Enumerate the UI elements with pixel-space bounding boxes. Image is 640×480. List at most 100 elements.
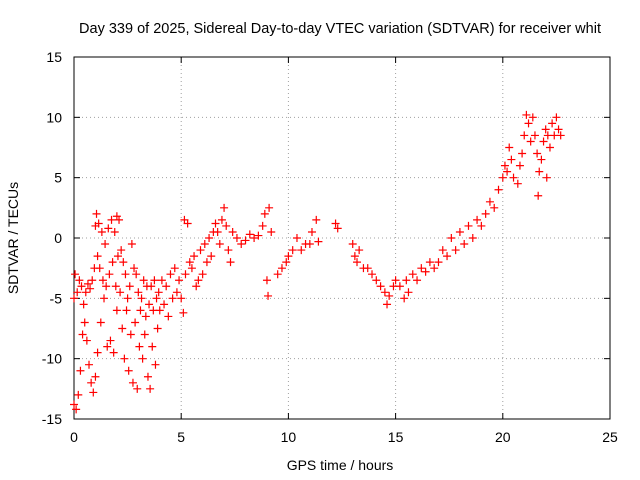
data-point <box>535 167 544 176</box>
data-point <box>133 384 142 393</box>
data-point <box>110 227 119 236</box>
data-point <box>83 279 92 288</box>
data-point <box>154 288 163 297</box>
data-point <box>307 227 316 236</box>
data-point <box>166 270 175 279</box>
data-point <box>120 354 129 363</box>
data-point <box>117 246 126 255</box>
data-point <box>273 270 282 279</box>
data-point <box>155 306 164 315</box>
data-point <box>417 264 426 273</box>
data-point <box>128 378 137 387</box>
data-point <box>108 258 117 267</box>
data-point <box>152 294 161 303</box>
data-point <box>481 209 490 218</box>
data-point <box>177 294 186 303</box>
data-point <box>132 270 141 279</box>
data-point <box>101 240 110 249</box>
data-point <box>355 246 364 255</box>
data-point <box>115 215 124 224</box>
data-point <box>215 240 224 249</box>
data-point <box>111 282 120 291</box>
data-point <box>537 155 546 164</box>
data-point <box>153 324 162 333</box>
data-point <box>134 288 143 297</box>
data-point <box>200 240 209 249</box>
x-tick-label: 25 <box>602 429 618 445</box>
data-point <box>96 318 105 327</box>
data-point <box>264 291 273 300</box>
data-point <box>146 384 155 393</box>
data-point <box>526 137 535 146</box>
data-point <box>254 231 263 240</box>
data-point <box>97 227 106 236</box>
data-point <box>455 227 464 236</box>
x-tick-label: 0 <box>70 429 78 445</box>
data-point <box>185 258 194 267</box>
y-tick-label: 15 <box>46 49 62 65</box>
data-point <box>528 113 537 122</box>
data-point <box>400 294 409 303</box>
y-tick-label: 0 <box>54 230 62 246</box>
data-point <box>104 224 113 233</box>
data-point <box>162 282 171 291</box>
data-point <box>363 264 372 273</box>
data-point <box>534 191 543 200</box>
y-tick-label: 10 <box>46 109 62 125</box>
data-point <box>530 131 539 140</box>
data-point <box>434 258 443 267</box>
data-point <box>172 288 181 297</box>
data-point <box>548 119 557 128</box>
data-points <box>70 110 565 414</box>
x-tick-label: 10 <box>281 429 297 445</box>
data-point <box>515 161 524 170</box>
data-point <box>380 288 389 297</box>
data-point <box>425 258 434 267</box>
data-point <box>192 282 201 291</box>
data-point <box>288 246 297 255</box>
data-point <box>413 276 422 285</box>
data-point <box>95 264 104 273</box>
data-point <box>150 276 159 285</box>
data-point <box>408 270 417 279</box>
data-point <box>545 143 554 152</box>
y-tick-label: -15 <box>42 411 62 427</box>
data-point <box>88 276 97 285</box>
data-point <box>92 209 101 218</box>
data-point <box>87 378 96 387</box>
data-point <box>383 300 392 309</box>
data-point <box>75 276 84 285</box>
data-point <box>402 276 411 285</box>
data-point <box>141 312 150 321</box>
data-point <box>78 330 87 339</box>
chart-title: Day 339 of 2025, Sidereal Day-to-day VTE… <box>79 21 601 37</box>
data-point <box>447 234 456 242</box>
data-point <box>122 306 131 315</box>
data-point <box>265 203 274 212</box>
data-point <box>348 240 357 249</box>
data-point <box>443 252 452 261</box>
data-point <box>119 258 128 267</box>
data-point <box>333 224 342 233</box>
data-point <box>468 234 477 242</box>
data-point <box>77 282 86 291</box>
data-point <box>245 230 254 239</box>
data-point <box>74 390 83 399</box>
data-point <box>554 125 563 134</box>
data-point <box>539 137 548 146</box>
data-point <box>107 215 116 224</box>
data-point <box>372 276 381 285</box>
data-point <box>224 246 233 255</box>
data-point <box>385 291 394 300</box>
data-point <box>140 330 149 339</box>
data-point <box>168 294 177 303</box>
data-point <box>421 267 430 276</box>
data-point <box>76 366 85 375</box>
tick-labels: 0 5 10 15 20 25 -15 -10 -5 0 5 10 15 <box>42 49 618 445</box>
data-point <box>556 131 565 140</box>
data-point <box>202 258 211 267</box>
data-point <box>183 219 192 228</box>
data-point <box>187 264 196 273</box>
data-point <box>258 221 267 230</box>
